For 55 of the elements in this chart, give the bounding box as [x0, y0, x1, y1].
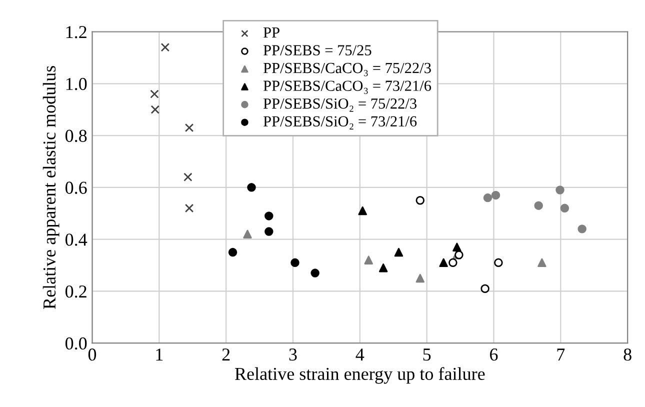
x-axis-title: Relative strain energy up to failure: [234, 367, 485, 384]
y-tick-label: 0.6: [65, 182, 87, 194]
point: [243, 230, 252, 238]
y-tick-label: 0.0: [65, 337, 87, 350]
y-tick-label: 1.0: [66, 78, 87, 90]
point: [560, 204, 570, 213]
point: [452, 242, 462, 252]
point: [358, 206, 367, 216]
x-tick-label: 6: [490, 348, 498, 361]
point: [538, 258, 546, 268]
x-tick-label: 7: [557, 348, 565, 360]
y-axis-title: Relative apparent elastic modulus: [42, 66, 60, 309]
x-tick-label: 1: [156, 348, 163, 360]
x-tick-label: 0: [88, 348, 96, 361]
y-tick-label: 1.2: [66, 26, 86, 38]
point: [534, 201, 543, 210]
point: [416, 196, 425, 205]
point: [394, 248, 404, 257]
x-tick-label: 4: [356, 348, 364, 360]
point: [310, 268, 320, 278]
legend-label: PP/SEBS/CaCO₃ = 75/22/3: [263, 62, 431, 76]
point: [150, 90, 159, 98]
point: [184, 172, 192, 182]
point: [364, 256, 373, 264]
point: [491, 190, 500, 200]
point: [578, 224, 586, 234]
point: [228, 248, 238, 257]
x-tick-label: 8: [624, 348, 632, 361]
y-tick-label: 0.4: [65, 234, 88, 246]
x-tick-label: 2: [222, 348, 230, 360]
point: [264, 212, 274, 220]
point: [290, 258, 300, 268]
point: [264, 227, 274, 236]
legend-label: PP/SEBS = 75/25: [263, 45, 372, 56]
point: [378, 263, 388, 272]
point: [556, 186, 564, 194]
legend-label: PP/SEBS/SiO₂ = 73/21/6: [263, 116, 417, 130]
legend-label: PP/SEBS/SiO₂ = 75/22/3: [263, 98, 416, 112]
point: [416, 274, 425, 283]
y-tick-label: 0.2: [65, 285, 86, 298]
point: [150, 105, 160, 114]
point: [483, 193, 492, 202]
point: [439, 258, 448, 268]
point: [160, 42, 170, 52]
point: [494, 258, 503, 268]
x-tick-label: 3: [289, 348, 297, 361]
point: [247, 183, 256, 192]
legend-label: PP/SEBS/CaCO₃ = 73/21/6: [263, 80, 432, 94]
point: [480, 284, 490, 293]
point: [184, 204, 194, 213]
y-tick-label: 0.8: [65, 130, 87, 142]
legend-label: PP: [263, 28, 280, 38]
point: [448, 258, 458, 268]
point: [184, 123, 194, 132]
x-tick-label: 5: [423, 348, 431, 361]
